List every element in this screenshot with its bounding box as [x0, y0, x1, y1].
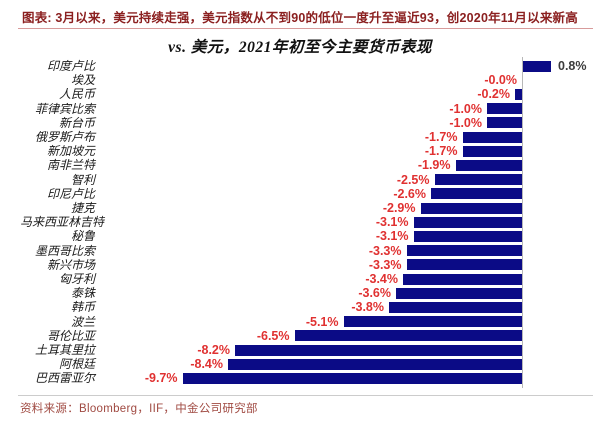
figure-caption: 图表: 3月以来，美元持续走强，美元指数从不到90的低位一度升至逼近93，创20… — [22, 11, 578, 25]
bar — [235, 344, 522, 356]
category-label: 马来西亚林吉特 — [20, 215, 105, 230]
bar — [420, 202, 522, 214]
bar — [523, 60, 551, 72]
bar — [343, 316, 522, 328]
category-label: 新台币 — [58, 115, 95, 130]
value-label: -2.5% — [396, 172, 430, 187]
chart-row: 新加坡元 -1.7% — [20, 144, 580, 158]
chart-row: 南非兰特 -1.9% — [20, 158, 580, 172]
value-label: -3.3% — [368, 243, 402, 258]
bar — [389, 301, 522, 313]
category-label: 墨西哥比索 — [34, 243, 95, 258]
bar — [294, 330, 522, 342]
bar — [487, 103, 522, 115]
value-label: -3.6% — [358, 286, 391, 301]
value-label: -1.7% — [424, 130, 458, 144]
value-label: -1.0% — [449, 115, 482, 130]
category-label: 哥伦比亚 — [46, 328, 95, 343]
category-label: 智利 — [70, 172, 95, 187]
value-label: -0.2% — [477, 87, 510, 102]
bar — [403, 273, 522, 285]
category-label: 秘鲁 — [70, 229, 95, 244]
value-label: -3.4% — [365, 272, 398, 286]
chart-row: 韩币 -3.8% — [20, 300, 580, 314]
value-label: -8.2% — [197, 343, 230, 357]
zero-axis-line — [522, 57, 523, 388]
caption-underline — [18, 28, 593, 29]
bar — [406, 259, 522, 271]
chart-row: 阿根廷 -8.4% — [20, 357, 580, 371]
value-label: 0.8% — [558, 59, 587, 73]
chart-row: 人民币 -0.2% — [20, 87, 580, 101]
bar — [462, 131, 522, 143]
value-label: -2.9% — [382, 201, 416, 215]
chart-row: 印尼卢比 -2.6% — [20, 187, 580, 201]
category-label: 新加坡元 — [46, 144, 95, 159]
bar — [431, 188, 522, 200]
category-label: 俄罗斯卢布 — [34, 130, 95, 144]
category-label: 人民币 — [58, 87, 95, 102]
chart-row: 土耳其里拉 -8.2% — [20, 343, 580, 357]
category-label: 泰铢 — [70, 286, 95, 301]
category-label: 印尼卢比 — [46, 186, 95, 201]
value-label: -1.9% — [417, 158, 451, 173]
value-label: -9.7% — [144, 371, 178, 386]
bar — [413, 216, 522, 228]
chart-row: 捷克 -2.9% — [20, 201, 580, 215]
bar — [182, 372, 522, 384]
chart-row: 秘鲁 -3.1% — [20, 229, 580, 243]
category-label: 新兴市场 — [46, 257, 95, 272]
category-label: 捷克 — [70, 201, 95, 215]
value-label: -3.8% — [351, 300, 384, 315]
value-label: -1.0% — [449, 101, 482, 116]
value-label: -3.1% — [375, 229, 409, 244]
category-label: 韩币 — [70, 300, 95, 315]
chart-title: vs. 美元，2021年初至今主要货币表现 — [168, 39, 432, 56]
bar — [413, 230, 522, 242]
value-label: -3.3% — [368, 257, 402, 272]
bar — [462, 145, 522, 157]
chart-row: 波兰 -5.1% — [20, 315, 580, 329]
category-label: 南非兰特 — [46, 158, 95, 173]
chart-row: 巴西雷亚尔 -9.7% — [20, 371, 580, 385]
chart-row: 马来西亚林吉特 -3.1% — [20, 215, 580, 229]
bar — [455, 159, 522, 171]
chart-row: 俄罗斯卢布 -1.7% — [20, 130, 580, 144]
category-label: 土耳其里拉 — [34, 343, 95, 357]
chart-row: 智利 -2.5% — [20, 173, 580, 187]
chart-row: 墨西哥比索 -3.3% — [20, 244, 580, 258]
bar — [396, 287, 522, 299]
value-label: -0.0% — [484, 73, 517, 88]
category-label: 匈牙利 — [58, 272, 95, 286]
category-label: 埃及 — [70, 73, 95, 88]
value-label: -8.4% — [190, 357, 223, 372]
value-label: -1.7% — [424, 144, 458, 159]
bar — [406, 245, 522, 257]
footer-divider — [18, 395, 593, 396]
bar — [487, 117, 522, 129]
category-label: 巴西雷亚尔 — [34, 371, 95, 386]
chart-row: 泰铢 -3.6% — [20, 286, 580, 300]
value-label: -5.1% — [305, 314, 339, 329]
value-label: -3.1% — [375, 215, 409, 230]
bar — [434, 174, 522, 186]
bar-chart: 印度卢比 0.8% 埃及 -0.0% 人民币 -0.2% 菲律宾比索 -1.0% 新台币 -1.0… — [20, 57, 587, 388]
category-label: 印度卢比 — [46, 59, 95, 73]
bar — [515, 88, 522, 100]
category-label: 菲律宾比索 — [34, 101, 95, 116]
chart-row: 新台币 -1.0% — [20, 116, 580, 130]
chart-row: 匈牙利 -3.4% — [20, 272, 580, 286]
chart-row: 哥伦比亚 -6.5% — [20, 329, 580, 343]
chart-row: 新兴市场 -3.3% — [20, 258, 580, 272]
value-label: -6.5% — [256, 328, 290, 343]
chart-row: 埃及 -0.0% — [20, 73, 580, 87]
data-source-note: 资料来源：Bloomberg，IIF，中金公司研究部 — [20, 403, 258, 415]
category-label: 阿根廷 — [58, 357, 95, 372]
bar — [228, 358, 522, 370]
value-label: -2.6% — [393, 186, 426, 201]
chart-row: 菲律宾比索 -1.0% — [20, 102, 580, 116]
category-label: 波兰 — [70, 314, 95, 329]
chart-row: 印度卢比 0.8% — [20, 59, 587, 73]
